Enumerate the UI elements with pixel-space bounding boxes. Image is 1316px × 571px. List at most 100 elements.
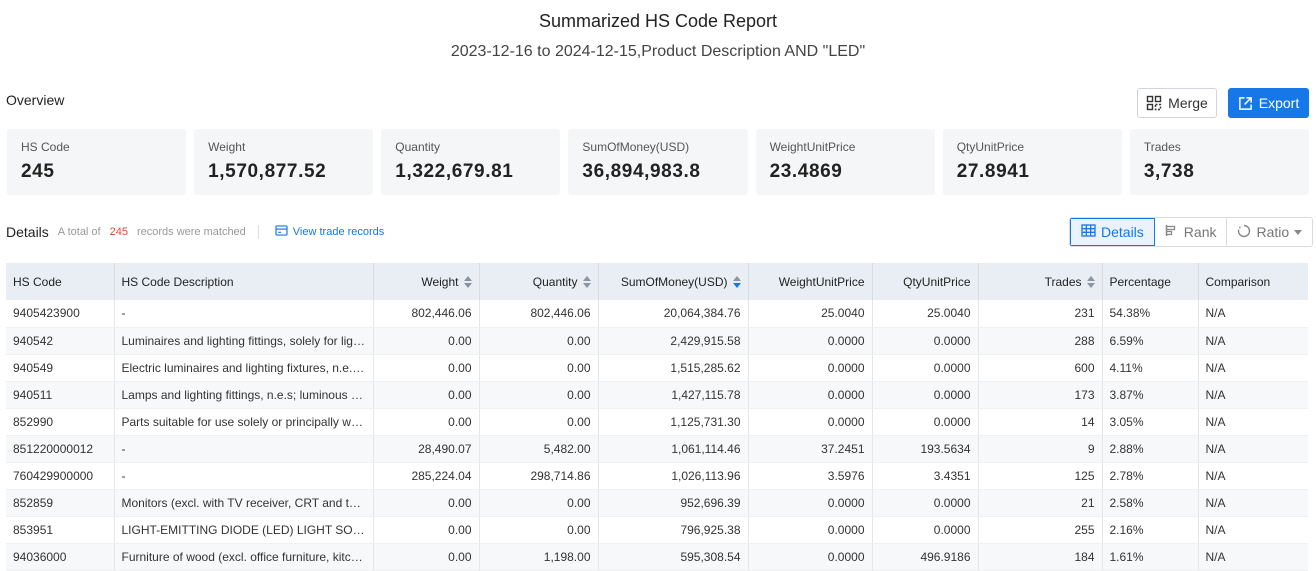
- stat-card-trades: Trades 3,738: [1129, 129, 1309, 195]
- overview-label: Overview: [6, 92, 65, 108]
- stat-value: 1,570,877.52: [208, 161, 327, 182]
- quantity-cell: 0.00: [479, 381, 599, 409]
- table-row[interactable]: 940549 Electric luminaires and lighting f…: [6, 354, 1308, 382]
- hs-code-cell: 940511: [6, 381, 115, 409]
- trades-cell: 9: [978, 435, 1103, 463]
- description-cell: Furniture of wood (excl. office furnitur…: [114, 543, 374, 571]
- table-row[interactable]: 94036000 Furniture of wood (excl. office …: [6, 543, 1308, 571]
- toggle-rank[interactable]: Rank: [1154, 218, 1228, 246]
- merge-button-label: Merge: [1168, 95, 1208, 111]
- description-cell: Monitors (excl. with TV receiver, CRT an…: [114, 489, 374, 517]
- qty-unit-price-cell: 0.0000: [872, 327, 979, 355]
- stat-value: 245: [21, 161, 55, 182]
- sort-icon[interactable]: [463, 276, 472, 289]
- table-body: 9405423900-802,446.06 802,446.06 20,064,38…: [6, 300, 1308, 571]
- toggle-details[interactable]: Details: [1070, 218, 1155, 246]
- stat-card-weight-unit-price: WeightUnitPrice 23.4869: [755, 129, 935, 195]
- qty-unit-price-cell: 0.0000: [872, 354, 979, 382]
- stat-card-weight: Weight 1,570,877.52: [194, 129, 374, 195]
- sort-desc-icon[interactable]: [732, 276, 741, 289]
- qty-unit-price-cell: 0.0000: [872, 516, 979, 544]
- column-header-sum-of-money[interactable]: SumOfMoney(USD): [598, 263, 749, 300]
- column-header-weight[interactable]: Weight: [373, 263, 480, 300]
- table-row[interactable]: 852990 Parts suitable for use solely or p…: [6, 408, 1308, 436]
- column-header-comparison: Comparison: [1198, 263, 1308, 300]
- hs-code-cell: 760429900000: [6, 462, 115, 490]
- sort-icon[interactable]: [582, 276, 591, 289]
- table-row[interactable]: 9405423900-802,446.06 802,446.06 20,064,38…: [6, 300, 1308, 328]
- view-trade-records-label: View trade records: [292, 226, 385, 238]
- comparison-cell: N/A: [1198, 543, 1308, 571]
- percentage-cell: 3.05%: [1102, 408, 1199, 436]
- comparison-cell: N/A: [1198, 435, 1308, 463]
- sum-of-money-cell: 1,515,285.62: [598, 354, 749, 382]
- weight-unit-price-cell: 25.0040: [748, 300, 873, 328]
- percentage-cell: 2.58%: [1102, 489, 1199, 517]
- percentage-cell: 3.87%: [1102, 381, 1199, 409]
- stats-row: HS Code 245 Weight 1,570,877.52 Quantity…: [7, 129, 1309, 195]
- sum-of-money-cell: 1,427,115.78: [598, 381, 749, 409]
- comparison-cell: N/A: [1198, 354, 1308, 382]
- weight-cell: 28,490.07: [373, 435, 480, 463]
- table-row[interactable]: 940542 Luminaires and lighting fittings, …: [6, 327, 1308, 355]
- hs-code-cell: 852990: [6, 408, 115, 436]
- sort-icon[interactable]: [1086, 276, 1095, 289]
- table-row[interactable]: 852859 Monitors (excl. with TV receiver, …: [6, 489, 1308, 517]
- export-icon: [1238, 96, 1253, 111]
- column-header-quantity[interactable]: Quantity: [479, 263, 599, 300]
- table-row[interactable]: 940511 Lamps and lighting fittings, n.e.s…: [6, 381, 1308, 409]
- qty-unit-price-cell: 0.0000: [872, 381, 979, 409]
- stat-value: 36,894,983.8: [582, 161, 701, 182]
- description-cell: -: [114, 300, 374, 328]
- description-cell: Lamps and lighting fittings, n.e.s; lumi…: [114, 381, 374, 409]
- column-header-weight-unit-price: WeightUnitPrice: [748, 263, 873, 300]
- percentage-cell: 2.88%: [1102, 435, 1199, 463]
- export-button[interactable]: Export: [1228, 88, 1309, 118]
- column-header-trades[interactable]: Trades: [978, 263, 1103, 300]
- trades-cell: 600: [978, 354, 1103, 382]
- sum-of-money-cell: 796,925.38: [598, 516, 749, 544]
- table-row[interactable]: 851220000012-28,490.07 5,482.00 1,061,114.…: [6, 435, 1308, 463]
- table-row[interactable]: 760429900000-285,224.04 298,714.86 1,026,1…: [6, 462, 1308, 490]
- stat-card-qty-unit-price: QtyUnitPrice 27.8941: [942, 129, 1122, 195]
- sum-of-money-cell: 1,061,114.46: [598, 435, 749, 463]
- comparison-cell: N/A: [1198, 489, 1308, 517]
- card-icon: [275, 225, 288, 239]
- qty-unit-price-cell: 3.4351: [872, 462, 979, 490]
- weight-unit-price-cell: 37.2451: [748, 435, 873, 463]
- hs-code-cell: 852859: [6, 489, 115, 517]
- stat-card-quantity: Quantity 1,322,679.81: [381, 129, 561, 195]
- toggle-ratio-label: Ratio: [1256, 224, 1290, 240]
- sum-of-money-cell: 20,064,384.76: [598, 300, 749, 328]
- view-trade-records-link[interactable]: View trade records: [275, 225, 385, 239]
- stat-label: Weight: [208, 140, 246, 154]
- hs-code-cell: 851220000012: [6, 435, 115, 463]
- weight-cell: 285,224.04: [373, 462, 480, 490]
- records-suffix: records were matched: [136, 226, 246, 238]
- merge-button[interactable]: Merge: [1137, 88, 1217, 118]
- trades-cell: 173: [978, 381, 1103, 409]
- column-header-hs-code: HS Code: [6, 263, 115, 300]
- table-row[interactable]: 853951 LIGHT-EMITTING DIODE (LED) LIGHT S…: [6, 516, 1308, 544]
- description-cell: Parts suitable for use solely or princip…: [114, 408, 374, 436]
- qty-unit-price-cell: 0.0000: [872, 489, 979, 517]
- column-header-percentage: Percentage: [1102, 263, 1199, 300]
- toggle-rank-label: Rank: [1183, 224, 1217, 240]
- hs-code-cell: 94036000: [6, 543, 115, 571]
- description-cell: -: [114, 435, 374, 463]
- description-cell: Electric luminaires and lighting fixture…: [114, 354, 374, 382]
- trades-cell: 14: [978, 408, 1103, 436]
- weight-cell: 0.00: [373, 327, 480, 355]
- comparison-cell: N/A: [1198, 381, 1308, 409]
- table-header-row: HS Code HS Code Description Weight Quant…: [6, 263, 1308, 300]
- stat-label: HS Code: [21, 140, 70, 154]
- divider: [257, 225, 259, 239]
- weight-cell: 0.00: [373, 408, 480, 436]
- stat-value: 3,738: [1143, 161, 1195, 182]
- weight-unit-price-cell: 0.0000: [748, 354, 873, 382]
- toggle-ratio[interactable]: Ratio: [1227, 218, 1313, 246]
- hs-code-table: HS Code HS Code Description Weight Quant…: [6, 263, 1308, 571]
- stat-label: Quantity: [395, 140, 440, 154]
- quantity-cell: 0.00: [479, 516, 599, 544]
- stat-value: 23.4869: [769, 161, 843, 182]
